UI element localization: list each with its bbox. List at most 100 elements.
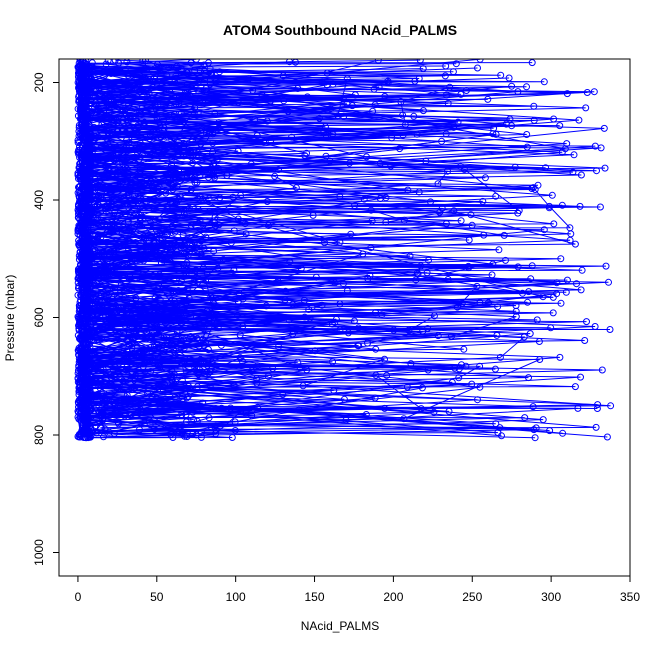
data-point (75, 59, 83, 67)
profile-line (78, 66, 517, 428)
data-point (400, 415, 408, 423)
data-point (445, 407, 453, 415)
data-point (82, 153, 90, 161)
profile-line (76, 63, 596, 436)
data-point (154, 325, 162, 333)
data-point (74, 291, 82, 299)
data-point (105, 106, 113, 114)
data-point (87, 248, 94, 256)
y-tick-label: 600 (32, 307, 46, 327)
data-point (407, 360, 415, 368)
data-point (165, 64, 173, 72)
data-point (539, 416, 547, 424)
data-point (194, 205, 202, 213)
data-point (76, 376, 84, 384)
data-point (575, 116, 583, 124)
data-point (462, 362, 470, 370)
data-point (202, 233, 210, 241)
data-point (174, 428, 181, 436)
data-point (234, 298, 242, 305)
data-point (406, 252, 414, 260)
data-point (231, 427, 239, 434)
data-point (239, 357, 246, 365)
data-point (488, 271, 496, 279)
data-point (150, 74, 158, 82)
data-point (85, 430, 93, 438)
data-point (448, 378, 456, 386)
data-point (206, 312, 214, 320)
data-point (322, 131, 330, 139)
profile-line (77, 65, 597, 434)
data-point (571, 383, 579, 391)
data-point (235, 289, 243, 297)
data-point (410, 112, 418, 120)
data-point (236, 354, 244, 362)
data-point (75, 397, 83, 404)
data-point (401, 121, 409, 129)
data-point (563, 140, 571, 148)
data-point (156, 271, 163, 279)
data-point (606, 326, 614, 333)
data-point (74, 227, 82, 235)
data-point (85, 408, 93, 416)
data-point (372, 345, 380, 353)
data-point (105, 208, 113, 216)
data-point (86, 271, 94, 279)
data-point (204, 346, 212, 354)
data-point (263, 198, 271, 205)
data-point (141, 74, 149, 82)
data-point (84, 316, 91, 324)
data-point (570, 151, 578, 159)
data-point (211, 75, 219, 83)
data-point (506, 115, 514, 123)
data-point (514, 209, 522, 217)
data-point (303, 366, 311, 374)
profile-line (78, 78, 583, 417)
data-point (605, 278, 612, 286)
plot-frame (58, 58, 631, 577)
data-point (519, 289, 526, 297)
x-tick-label: 0 (75, 590, 82, 604)
data-point (539, 293, 547, 301)
data-point (169, 185, 177, 193)
data-point (75, 96, 83, 104)
data-point (83, 398, 91, 406)
data-point (147, 368, 155, 375)
data-point (368, 217, 376, 225)
data-point (531, 434, 539, 442)
data-point (563, 276, 571, 284)
data-point (370, 85, 378, 93)
data-point (535, 338, 543, 345)
data-point (300, 296, 308, 304)
data-point (115, 331, 123, 339)
data-point (84, 143, 91, 151)
data-point (364, 275, 372, 283)
data-point (311, 347, 319, 355)
data-point (132, 403, 140, 411)
data-point (113, 308, 121, 316)
data-point (83, 162, 91, 170)
profile-line (78, 61, 586, 429)
data-point (75, 275, 83, 282)
data-point (594, 401, 602, 409)
data-point (196, 171, 204, 179)
data-point (131, 372, 139, 379)
data-point (79, 341, 87, 349)
data-point (75, 284, 82, 292)
data-point (205, 317, 213, 325)
data-point (80, 393, 88, 401)
x-tick-label: 150 (305, 590, 325, 604)
data-point (95, 260, 103, 268)
data-point (77, 264, 85, 272)
data-point (84, 125, 92, 132)
data-point (85, 206, 93, 214)
data-point (280, 97, 288, 105)
data-point (592, 423, 600, 431)
data-point (182, 90, 190, 98)
data-point (85, 158, 93, 166)
data-point (76, 298, 84, 306)
data-point (603, 433, 611, 441)
data-point (193, 417, 201, 425)
data-point (512, 307, 520, 315)
